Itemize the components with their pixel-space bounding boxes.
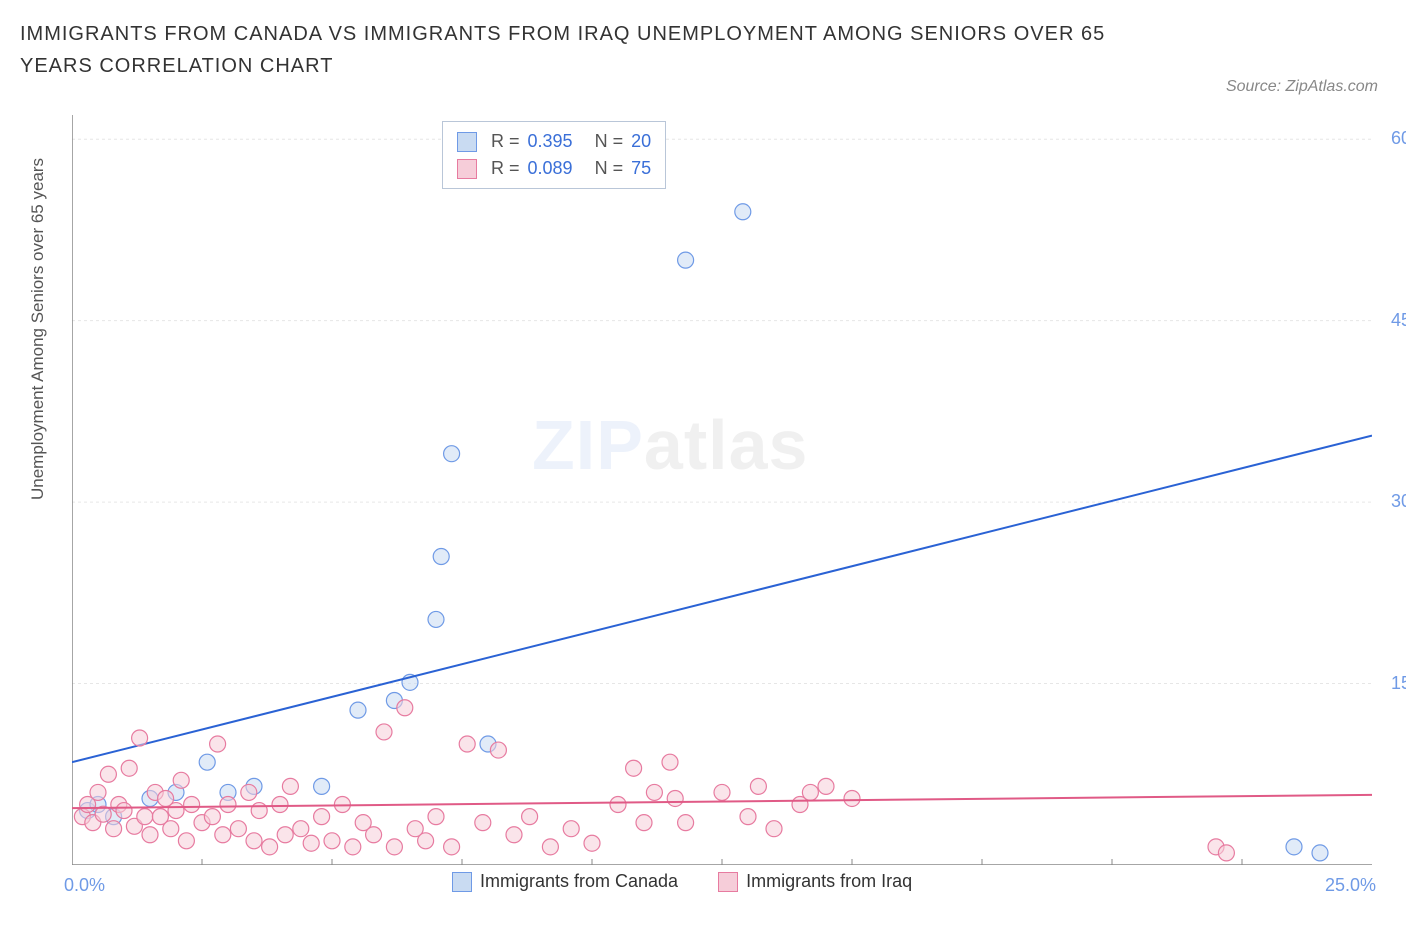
point-iraq [490, 742, 506, 758]
point-iraq [277, 827, 293, 843]
point-iraq [459, 736, 475, 752]
point-iraq [173, 772, 189, 788]
point-iraq [626, 760, 642, 776]
point-canada [314, 778, 330, 794]
point-iraq [506, 827, 522, 843]
point-iraq [314, 809, 330, 825]
point-iraq [251, 803, 267, 819]
point-iraq [610, 797, 626, 813]
point-iraq [246, 833, 262, 849]
point-iraq [303, 835, 319, 851]
point-iraq [662, 754, 678, 770]
point-canada [1286, 839, 1302, 855]
point-iraq [293, 821, 309, 837]
point-iraq [714, 784, 730, 800]
point-iraq [230, 821, 246, 837]
point-iraq [646, 784, 662, 800]
point-iraq [563, 821, 579, 837]
point-iraq [678, 815, 694, 831]
point-iraq [163, 821, 179, 837]
point-iraq [522, 809, 538, 825]
point-iraq [121, 760, 137, 776]
point-iraq [345, 839, 361, 855]
point-iraq [168, 803, 184, 819]
point-iraq [132, 730, 148, 746]
point-iraq [184, 797, 200, 813]
point-canada [444, 446, 460, 462]
point-iraq [272, 797, 288, 813]
point-iraq [282, 778, 298, 794]
point-iraq [215, 827, 231, 843]
legend-series: Immigrants from Canada Immigrants from Ir… [452, 871, 912, 892]
point-iraq [142, 827, 158, 843]
scatter-svg [72, 115, 1372, 865]
watermark: ZIPatlas [532, 405, 808, 485]
point-iraq [324, 833, 340, 849]
point-canada [199, 754, 215, 770]
point-iraq [106, 821, 122, 837]
point-iraq [766, 821, 782, 837]
point-iraq [100, 766, 116, 782]
point-iraq [376, 724, 392, 740]
point-iraq [750, 778, 766, 794]
point-iraq [90, 784, 106, 800]
point-iraq [444, 839, 460, 855]
point-canada [350, 702, 366, 718]
point-iraq [636, 815, 652, 831]
legend-stats-row: R =0.395N =20 [457, 128, 651, 155]
x-tick-min: 0.0% [64, 875, 105, 896]
point-iraq [844, 790, 860, 806]
point-iraq [178, 833, 194, 849]
point-iraq [116, 803, 132, 819]
point-iraq [204, 809, 220, 825]
point-iraq [818, 778, 834, 794]
point-iraq [1218, 845, 1234, 861]
chart-source: Source: ZipAtlas.com [1226, 78, 1378, 96]
point-iraq [137, 809, 153, 825]
point-iraq [740, 809, 756, 825]
point-canada [678, 252, 694, 268]
legend-stats-row: R =0.089N =75 [457, 155, 651, 182]
y-tick: 30.0% [1380, 491, 1406, 512]
plot-area: ZIPatlas R =0.395N =20R =0.089N =75 15.0… [72, 115, 1372, 865]
point-iraq [667, 790, 683, 806]
point-iraq [475, 815, 491, 831]
point-iraq [584, 835, 600, 851]
point-iraq [210, 736, 226, 752]
point-iraq [418, 833, 434, 849]
x-tick-max: 25.0% [1325, 875, 1376, 896]
point-canada [735, 204, 751, 220]
point-canada [1312, 845, 1328, 861]
point-iraq [262, 839, 278, 855]
legend-stats: R =0.395N =20R =0.089N =75 [442, 121, 666, 189]
y-tick: 15.0% [1380, 673, 1406, 694]
point-canada [428, 611, 444, 627]
point-iraq [542, 839, 558, 855]
legend-item: Immigrants from Canada [452, 871, 678, 892]
point-iraq [386, 839, 402, 855]
chart-title: IMMIGRANTS FROM CANADA VS IMMIGRANTS FRO… [20, 18, 1120, 82]
y-axis-label: Unemployment Among Seniors over 65 years [28, 158, 48, 500]
point-iraq [366, 827, 382, 843]
legend-item: Immigrants from Iraq [718, 871, 912, 892]
point-iraq [397, 700, 413, 716]
point-iraq [220, 797, 236, 813]
y-tick: 45.0% [1380, 310, 1406, 331]
point-iraq [802, 784, 818, 800]
point-iraq [428, 809, 444, 825]
y-tick: 60.0% [1380, 128, 1406, 149]
point-canada [433, 549, 449, 565]
point-iraq [241, 784, 257, 800]
